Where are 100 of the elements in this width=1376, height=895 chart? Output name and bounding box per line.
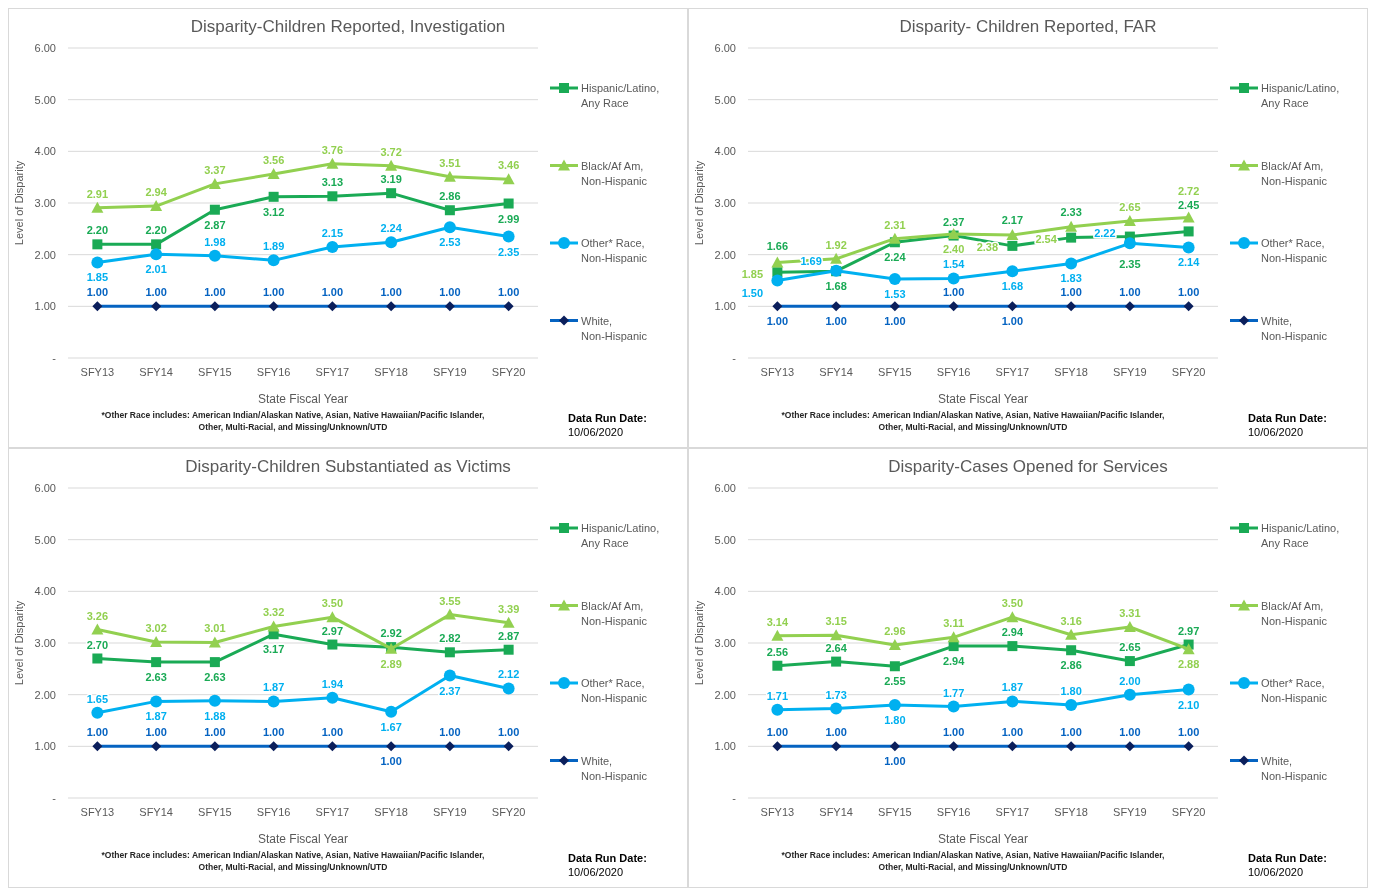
point (1123, 237, 1136, 250)
point (326, 240, 339, 253)
data-label: 2.94 (145, 186, 168, 199)
data-label: 3.01 (204, 622, 226, 635)
x-tick-label: SFY19 (1113, 366, 1147, 378)
point (1066, 645, 1077, 656)
x-tick-label: SFY14 (139, 806, 173, 818)
x-tick-label: SFY17 (315, 366, 350, 378)
y-tick-label: 4.00 (34, 145, 56, 158)
y-tick-label: 3.00 (34, 197, 56, 209)
y-tick-label: - (52, 792, 57, 804)
data-label: 1.00 (825, 726, 847, 739)
point (503, 198, 514, 209)
point (151, 657, 162, 668)
data-label: 1.00 (497, 726, 520, 739)
y-tick-label: 4.00 (714, 585, 736, 598)
text: *Other Race includes: American Indian/Alaskan Native, Asian, Native Hawaiian/Pacific Islander, Other, Multi-Racial, and Missing/Unknown/UTD (781, 410, 1165, 432)
point (326, 157, 339, 169)
y-tick-label: - (732, 792, 737, 804)
point (502, 616, 515, 628)
data-label: 2.96 (884, 625, 906, 638)
data-label: 1.00 (884, 755, 906, 768)
data-label: 1.00 (204, 286, 226, 299)
point (150, 200, 163, 212)
text: 10/06/2020 (568, 866, 624, 878)
text: 10/06/2020 (1248, 426, 1304, 438)
data-label: 1.00 (1060, 726, 1082, 739)
data-label: 1.00 (439, 726, 461, 739)
data-label: 3.55 (439, 594, 461, 607)
legend-label: Hispanic/Latino, Any Race (1261, 82, 1340, 109)
point (772, 660, 783, 671)
data-label: 1.67 (380, 720, 402, 733)
x-tick-label: SFY13 (80, 366, 115, 378)
data-label: 1.00 (380, 755, 402, 768)
data-label: 2.38 (976, 241, 999, 254)
data-label: 3.13 (321, 176, 344, 189)
point (268, 191, 279, 202)
x-tick-label: SFY13 (760, 806, 795, 818)
data-label: 1.00 (497, 286, 520, 299)
x-tick-label: SFY16 (936, 366, 971, 378)
point (831, 656, 842, 667)
point (208, 636, 221, 648)
point (443, 669, 456, 682)
point (947, 631, 960, 643)
data-label: 1.00 (1001, 726, 1024, 739)
point (444, 647, 455, 658)
data-label: 2.00 (1119, 674, 1141, 687)
data-label: 3.16 (1060, 614, 1082, 627)
data-label: 1.71 (766, 689, 789, 702)
data-label: 1.66 (766, 240, 789, 253)
point (1007, 240, 1018, 251)
x-tick-label: SFY16 (936, 806, 971, 818)
text: Data Run Date: (1248, 852, 1327, 864)
x-tick-label: SFY13 (760, 366, 795, 378)
data-label: 3.14 (766, 615, 789, 628)
data-label: 1.89 (262, 240, 285, 253)
x-axis-title: State Fiscal Year (257, 832, 349, 846)
data-label: 3.51 (439, 156, 461, 169)
x-tick-label: SFY20 (491, 806, 526, 818)
point (443, 608, 456, 620)
data-label: 1.53 (884, 287, 906, 300)
data-label: 1.00 (1001, 315, 1024, 328)
x-tick-label: SFY19 (1113, 806, 1147, 818)
y-tick-label: 5.00 (34, 533, 56, 546)
point (830, 252, 843, 264)
y-axis-title: Level of Disparity (693, 160, 705, 246)
x-tick-label: SFY17 (995, 366, 1030, 378)
point (91, 201, 104, 213)
point (1065, 699, 1078, 711)
y-tick-label: 6.00 (34, 42, 56, 54)
y-tick-label: 2.00 (714, 248, 736, 261)
data-label: 3.39 (497, 602, 520, 615)
y-axis-title: Level of Disparity (13, 160, 25, 246)
y-tick-label: 2.00 (714, 688, 736, 701)
point (1182, 643, 1195, 655)
text: Data Run Date: (1248, 412, 1327, 424)
data-label: 2.33 (1060, 205, 1082, 218)
text: 10/06/2020 (568, 426, 624, 438)
data-label: 3.50 (321, 597, 344, 610)
x-tick-label: SFY15 (878, 806, 912, 818)
data-label: 1.00 (145, 286, 167, 299)
chart-title: Disparity-Children Substantiated as Victims (185, 457, 511, 476)
point (1065, 220, 1078, 232)
legend-label: Other* Race, Non-Hispanic (581, 237, 648, 264)
data-label: 1.50 (741, 286, 764, 299)
y-tick-label: 6.00 (34, 482, 56, 494)
data-label: 1.00 (262, 286, 285, 299)
point (150, 635, 163, 647)
x-tick-label: SFY18 (1054, 366, 1088, 378)
y-tick-label: 2.00 (34, 688, 56, 701)
legend-label: White, Non-Hispanic (1261, 314, 1328, 342)
text: *Other Race includes: American Indian/Alaskan Native, Asian, Native Hawaiian/Pacific Islander, Other, Multi-Racial, and Missing/Unknown/UTD (101, 850, 485, 872)
x-tick-label: SFY16 (256, 366, 291, 378)
point (208, 249, 221, 262)
data-label: 1.00 (380, 286, 402, 299)
x-axis-title: State Fiscal Year (937, 832, 1029, 846)
data-label: 2.20 (145, 224, 167, 237)
point (1124, 656, 1135, 667)
data-label: 1.00 (1119, 726, 1141, 739)
y-tick-label: 5.00 (714, 533, 736, 546)
